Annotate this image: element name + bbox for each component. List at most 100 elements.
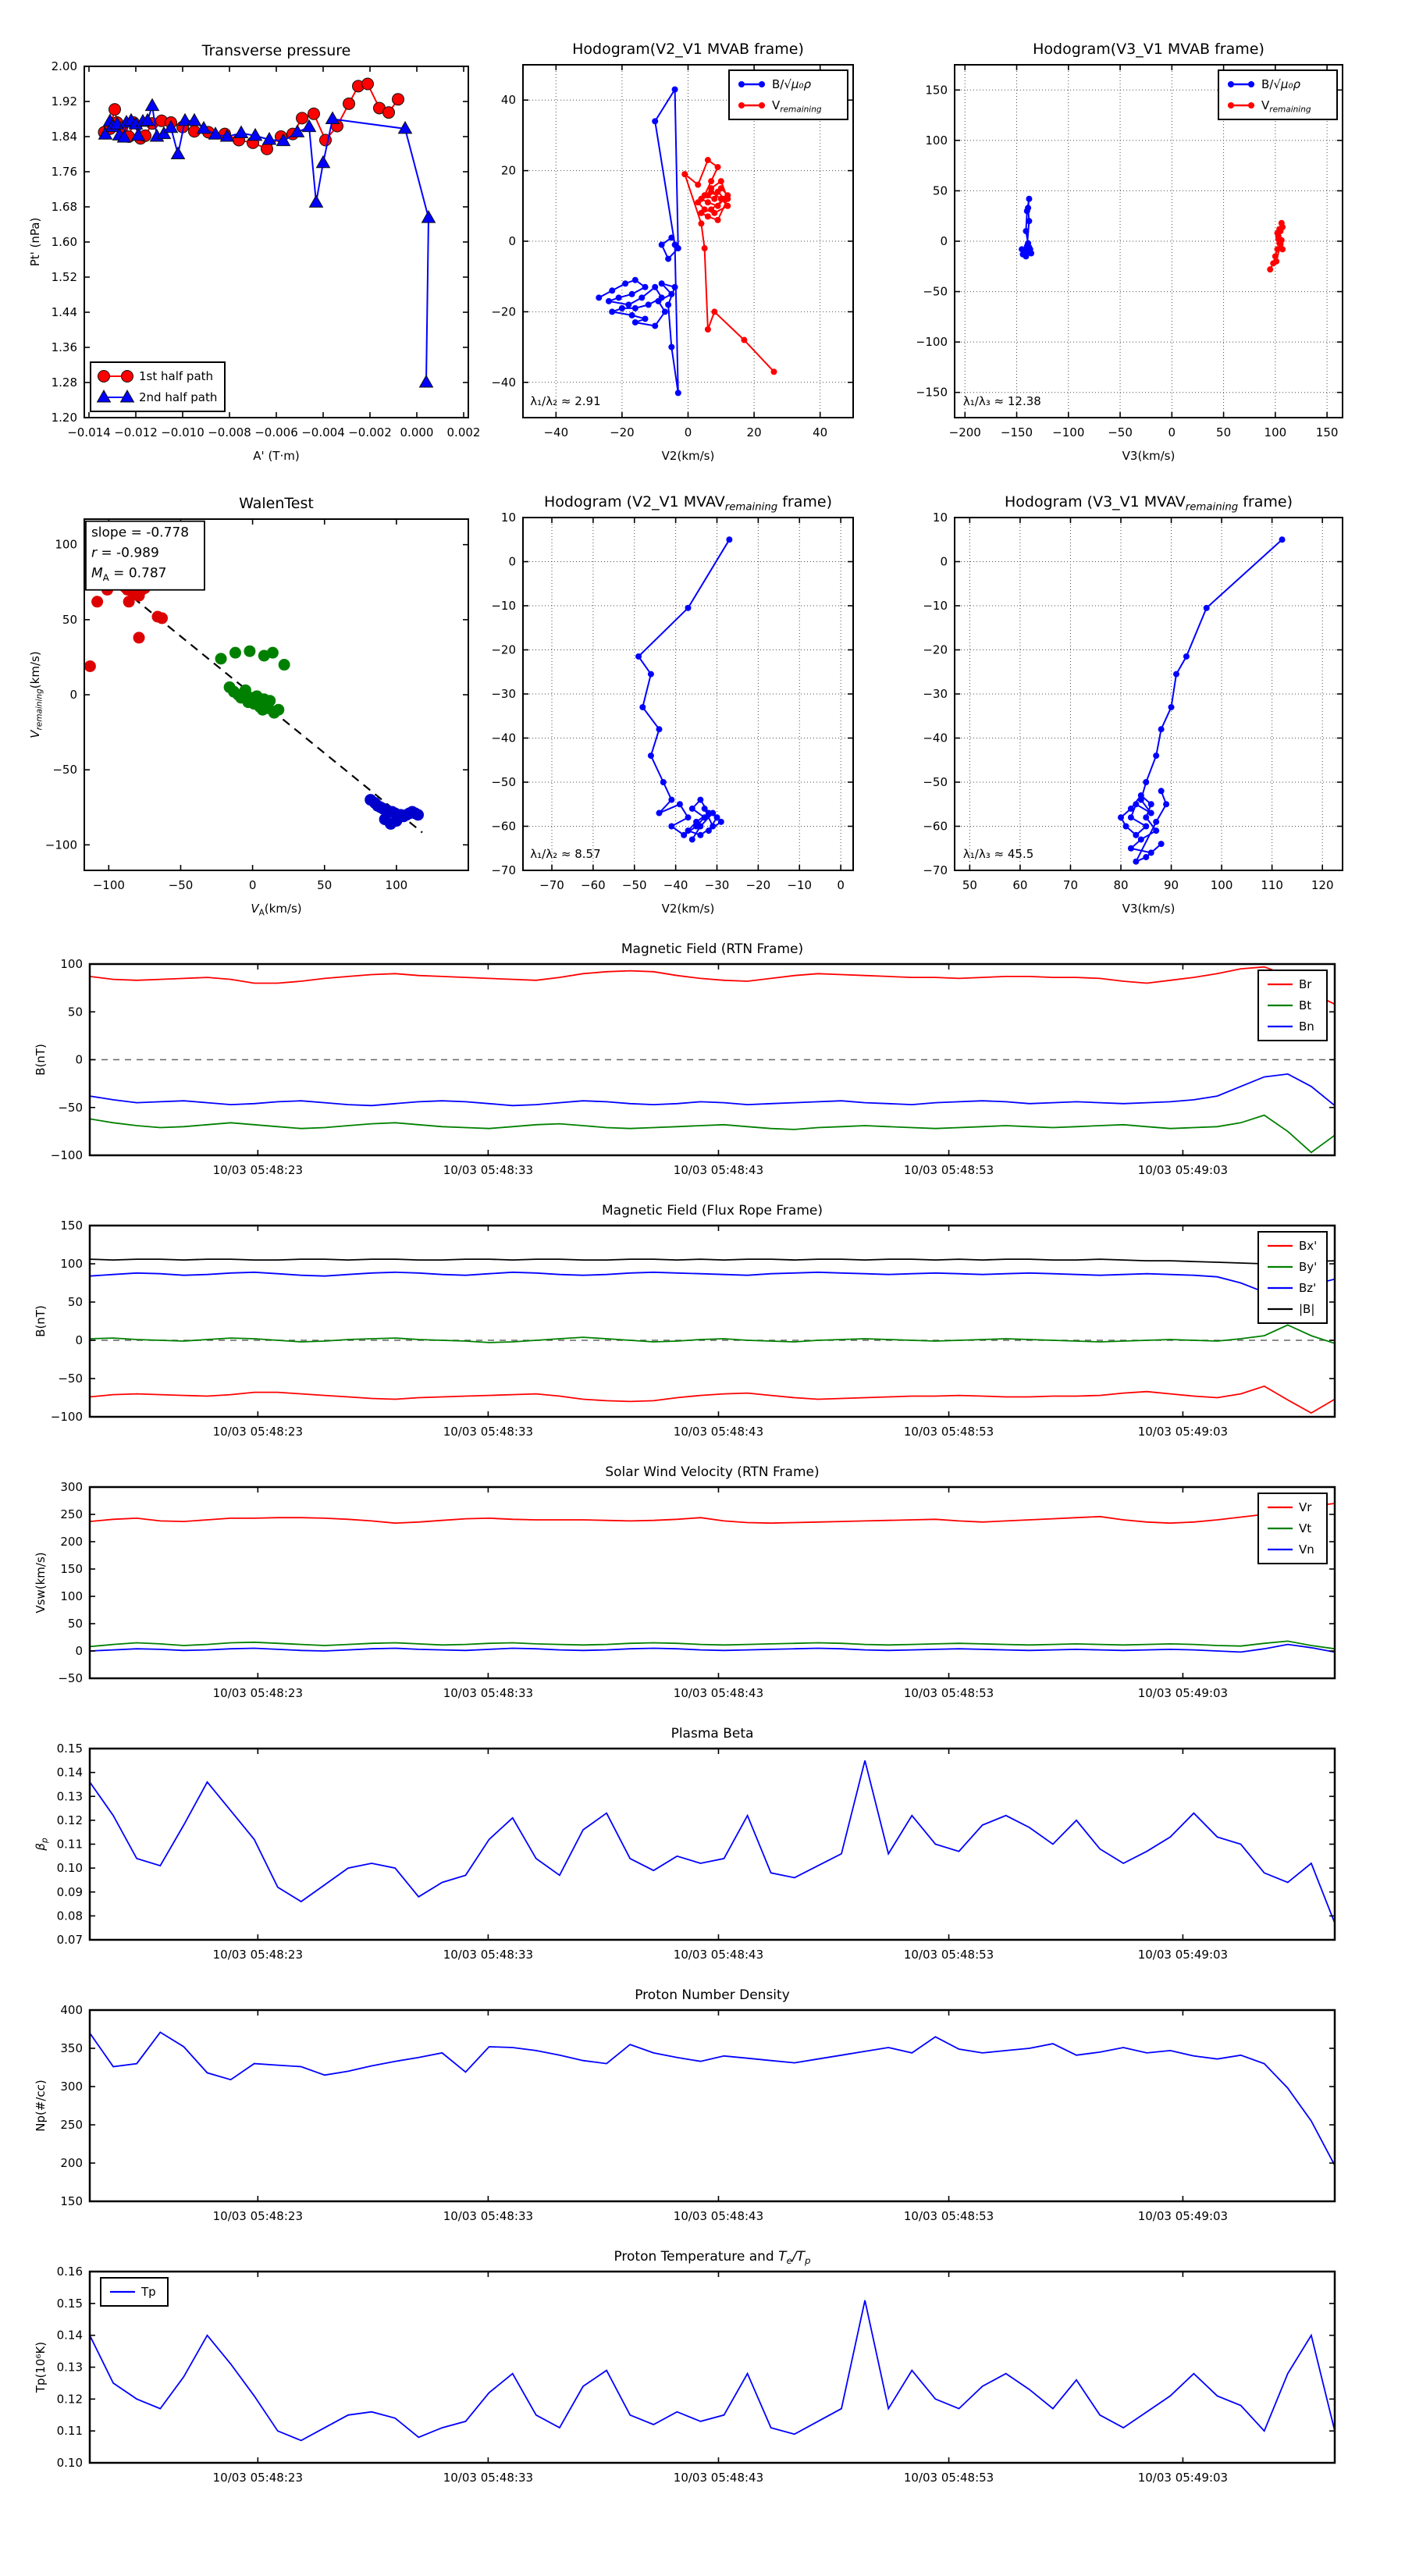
x-tick-label: −70 <box>539 878 564 892</box>
x-tick-label: 110 <box>1261 878 1283 892</box>
series-b-hodogram <box>635 536 733 843</box>
y-tick-label: −150 <box>917 386 948 400</box>
y-axis-label: Tp(10⁶K) <box>34 2342 48 2393</box>
y-tick-label: 100 <box>925 133 948 148</box>
y-tick-label: 1.92 <box>52 94 77 109</box>
tick-labels: −200 −150 −100 −50 0 50 100 150 −150 −100 −50 0 50 10… <box>917 83 1338 439</box>
series-by-prime <box>90 1324 1335 1344</box>
x-tick-label: 50 <box>962 878 977 892</box>
ticks <box>84 66 468 418</box>
y-axis-label: Np(#/cc) <box>34 2080 48 2132</box>
x-tick-label: 50 <box>1216 425 1231 439</box>
y-tick-label: −50 <box>923 285 948 299</box>
legend: 1st half path 2nd half path <box>90 361 226 412</box>
legend-label: Bt <box>1299 998 1311 1012</box>
y-axis-label: B(nT) <box>34 1044 48 1076</box>
x-tick-label: −0.008 <box>208 425 251 439</box>
y-tick-label: 0 <box>75 1644 83 1658</box>
y-tick-label: −100 <box>51 1148 83 1162</box>
y-tick-label: 40 <box>501 93 516 107</box>
x-tick-label: −100 <box>93 878 125 892</box>
y-tick-label: −20 <box>491 643 516 657</box>
annotation: λ₁/λ₃ ≈ 12.38 <box>963 394 1041 408</box>
x-tick-label: 0 <box>837 878 845 892</box>
x-tick-label: −0.014 <box>67 425 111 439</box>
y-tick-label: 0 <box>508 555 516 569</box>
tick-labels: −70 −60 −50 −40 −30 −20 −10 0 −70 −60 −50 −40 −30 −20… <box>491 511 845 892</box>
x-tick-label: −20 <box>746 878 771 892</box>
x-tick-label: 10/03 05:48:33 <box>443 1686 533 1700</box>
series-bz-prime <box>90 1271 1335 1296</box>
stats-line: r = -0.989 <box>91 546 159 561</box>
y-tick-label: 0 <box>940 234 948 248</box>
y-tick-label: 200 <box>60 2156 83 2170</box>
legend-label: By' <box>1299 1260 1317 1274</box>
y-tick-label: −60 <box>923 820 948 834</box>
y-tick-label: 1.84 <box>52 130 77 144</box>
x-tick-label: −100 <box>1052 425 1084 439</box>
x-tick-label: 10/03 05:48:33 <box>443 1425 533 1439</box>
x-tick-label: 10/03 05:48:33 <box>443 2209 533 2223</box>
x-tick-label: −30 <box>705 878 730 892</box>
series-b-hodogram <box>1118 536 1286 865</box>
plot-magnetic-field-flux-rope: 10/03 05:48:23 10/03 05:48:33 10/03 05:48:… <box>16 1190 1389 1448</box>
x-tick-label: 70 <box>1063 878 1078 892</box>
x-tick-label: 10/03 05:49:03 <box>1138 1163 1228 1177</box>
y-tick-label: 0 <box>69 688 77 702</box>
legend-label: Br <box>1299 977 1312 991</box>
panel-title: Magnetic Field (Flux Rope Frame) <box>602 1203 823 1219</box>
y-tick-label: 150 <box>60 2194 83 2208</box>
y-tick-label: −10 <box>923 599 948 613</box>
x-tick-label: −40 <box>543 425 568 439</box>
legend-label: Bn <box>1299 1019 1314 1034</box>
ticks <box>90 2009 1335 2202</box>
y-tick-label: 250 <box>60 1507 83 1521</box>
x-tick-label: −40 <box>663 878 688 892</box>
series-vt <box>90 1640 1335 1650</box>
legend: B/√μ₀ρ Vremaining <box>1218 69 1338 120</box>
x-tick-label: −0.002 <box>348 425 392 439</box>
annotation: λ₁/λ₂ ≈ 8.57 <box>530 847 600 861</box>
y-tick-label: 0.08 <box>57 1909 83 1923</box>
x-tick-label: 10/03 05:49:03 <box>1138 2471 1228 2485</box>
ticks <box>90 1748 1335 1941</box>
y-tick-label: 350 <box>60 2041 83 2055</box>
panel-title: Hodogram (V3_V1 MVAVremaining frame) <box>1005 493 1293 514</box>
plot-hodogram-v3v1-mvab: −200 −150 −100 −50 0 50 100 150 −150 −100 −50 0 50 10… <box>917 14 1389 471</box>
annotation: λ₁/λ₂ ≈ 2.91 <box>530 394 600 408</box>
series-b-over-sqrt-mu0-rho <box>596 86 681 397</box>
y-tick-label: 200 <box>60 1535 83 1549</box>
series-vr <box>90 1503 1335 1525</box>
y-tick-label: 50 <box>933 183 948 197</box>
x-tick-label: 20 <box>747 425 762 439</box>
y-tick-label: 1.28 <box>52 375 77 390</box>
legend-label: Vn <box>1299 1542 1314 1557</box>
panel-title: WalenTest <box>239 495 314 512</box>
axes-frame <box>88 2270 1336 2464</box>
y-tick-label: −100 <box>51 1410 83 1424</box>
x-tick-label: 0.002 <box>447 425 481 439</box>
y-tick-label: 400 <box>60 2003 83 2017</box>
ticks <box>955 65 1343 418</box>
tick-labels: 10/03 05:48:23 10/03 05:48:33 10/03 05:48:… <box>57 2265 1229 2485</box>
legend-label: Bz' <box>1299 1281 1316 1295</box>
y-tick-label: −20 <box>491 304 516 318</box>
x-axis-label: VA(km/s) <box>251 902 301 918</box>
x-axis-label: V3(km/s) <box>1122 449 1176 463</box>
grid <box>523 518 853 870</box>
x-tick-label: −0.006 <box>254 425 298 439</box>
series-beta-p <box>90 1760 1335 1923</box>
x-tick-label: −200 <box>949 425 981 439</box>
y-tick-label: 150 <box>60 1562 83 1576</box>
series-vn <box>90 1643 1335 1653</box>
x-tick-label: 10/03 05:48:23 <box>213 1425 303 1439</box>
y-tick-label: 10 <box>501 511 516 525</box>
y-tick-label: 150 <box>60 1219 83 1233</box>
stats-box: slope = -0.778 r = -0.989 MA = 0.787 <box>85 520 205 591</box>
legend: Tp <box>100 2277 169 2307</box>
y-tick-label: 0.09 <box>57 1885 83 1899</box>
legend-label: B/√μ₀ρ <box>1261 77 1300 91</box>
plot-proton-number-density: 10/03 05:48:23 10/03 05:48:33 10/03 05:48:… <box>16 1975 1389 2233</box>
y-tick-label: 0 <box>508 234 516 248</box>
